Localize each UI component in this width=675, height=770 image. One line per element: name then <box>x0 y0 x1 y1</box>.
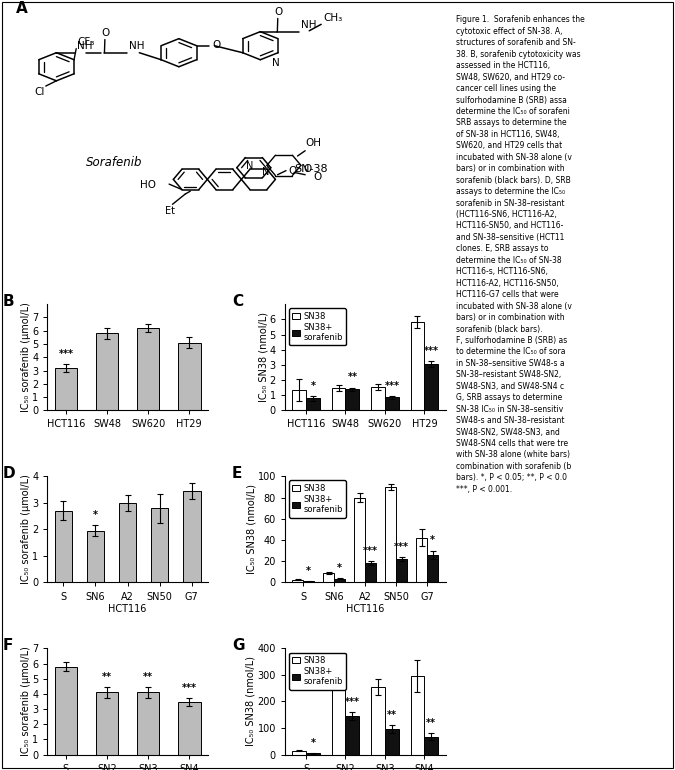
Legend: SN38, SN38+
sorafenib: SN38, SN38+ sorafenib <box>289 480 346 517</box>
Text: CH₃: CH₃ <box>323 13 342 23</box>
Text: G: G <box>232 638 244 653</box>
Text: **: ** <box>387 710 397 720</box>
Text: Cl: Cl <box>34 87 45 97</box>
Bar <box>137 328 159 410</box>
Text: NH: NH <box>129 42 144 52</box>
Bar <box>371 687 385 755</box>
Text: A: A <box>16 1 28 16</box>
Text: N: N <box>246 161 253 171</box>
Bar <box>365 564 376 582</box>
Text: *: * <box>93 510 98 520</box>
Bar <box>371 387 385 410</box>
Bar <box>410 676 425 755</box>
Text: B: B <box>2 293 14 309</box>
Y-axis label: IC₅₀ sorafenib (μmol/L): IC₅₀ sorafenib (μmol/L) <box>20 474 30 584</box>
X-axis label: HCT116: HCT116 <box>346 604 384 614</box>
Bar <box>183 490 200 582</box>
Bar <box>303 581 314 582</box>
Y-axis label: IC₅₀ SN38 (nmol/L): IC₅₀ SN38 (nmol/L) <box>246 657 256 746</box>
Bar <box>96 692 118 755</box>
Text: Sorafenib: Sorafenib <box>86 156 142 169</box>
Bar <box>385 729 399 755</box>
Text: ***: *** <box>363 546 378 556</box>
Text: *: * <box>310 738 315 748</box>
Text: ***: *** <box>394 541 409 551</box>
Text: **: ** <box>348 373 357 383</box>
Text: O: O <box>288 166 296 176</box>
Bar <box>119 503 136 582</box>
Text: HO: HO <box>140 180 157 190</box>
Bar <box>416 538 427 582</box>
Text: E: E <box>232 466 242 480</box>
Text: ***: *** <box>182 683 196 693</box>
Text: O: O <box>274 7 282 17</box>
Y-axis label: IC₅₀ SN38 (nmol/L): IC₅₀ SN38 (nmol/L) <box>246 484 256 574</box>
Text: N: N <box>272 58 279 68</box>
Text: O: O <box>101 28 109 38</box>
Legend: SN38, SN38+
sorafenib: SN38, SN38+ sorafenib <box>289 652 346 690</box>
Text: SN-38: SN-38 <box>294 164 328 174</box>
Bar <box>425 364 438 410</box>
Bar <box>306 753 320 755</box>
Text: Figure 1.  Sorafenib enhances the
cytotoxic effect of SN-38. A,
structures of so: Figure 1. Sorafenib enhances the cytotox… <box>456 15 585 494</box>
Bar <box>178 343 200 410</box>
Bar <box>410 323 425 410</box>
Text: *: * <box>337 563 342 573</box>
Bar <box>346 389 359 410</box>
Text: CF₃: CF₃ <box>77 38 95 48</box>
Text: D: D <box>2 466 15 480</box>
Y-axis label: IC₅₀ SN38 (nmol/L): IC₅₀ SN38 (nmol/L) <box>259 313 268 402</box>
Text: Et: Et <box>165 206 176 216</box>
Bar <box>151 508 169 582</box>
X-axis label: HCT116: HCT116 <box>109 604 146 614</box>
Text: **: ** <box>427 718 436 728</box>
Bar <box>55 368 77 410</box>
Y-axis label: IC₅₀ sorafenib (μmol/L): IC₅₀ sorafenib (μmol/L) <box>20 303 30 412</box>
Text: NH: NH <box>301 20 316 30</box>
Bar <box>292 751 306 755</box>
Bar <box>178 702 200 755</box>
Text: *: * <box>430 535 435 545</box>
Text: C: C <box>232 293 243 309</box>
Bar <box>331 387 346 410</box>
Text: ***: *** <box>345 697 360 707</box>
Text: NH: NH <box>77 42 92 52</box>
Bar <box>385 487 396 582</box>
Bar <box>86 531 104 582</box>
Text: *: * <box>306 566 311 576</box>
Bar <box>323 573 334 582</box>
Text: ***: *** <box>424 346 439 356</box>
Bar <box>346 716 359 755</box>
Bar <box>306 398 320 410</box>
Text: O: O <box>213 40 221 50</box>
Text: ***: *** <box>384 380 400 390</box>
Text: **: ** <box>143 671 153 681</box>
Bar <box>137 692 159 755</box>
Bar <box>396 559 407 582</box>
Bar <box>385 397 399 410</box>
Bar <box>334 579 345 582</box>
Bar <box>96 333 118 410</box>
Text: N: N <box>262 167 269 177</box>
Text: **: ** <box>102 671 112 681</box>
Text: OH: OH <box>305 138 321 148</box>
Bar <box>292 390 306 410</box>
Bar <box>331 672 346 755</box>
Text: F: F <box>2 638 13 653</box>
Bar <box>427 555 438 582</box>
Bar <box>425 737 438 755</box>
Text: O: O <box>314 172 322 182</box>
Text: ***: *** <box>58 349 74 359</box>
Text: *: * <box>310 380 315 390</box>
Text: O: O <box>303 164 311 174</box>
Y-axis label: IC₅₀ sorafenib (μmol/L): IC₅₀ sorafenib (μmol/L) <box>20 647 30 756</box>
Bar <box>354 497 365 582</box>
Legend: SN38, SN38+
sorafenib: SN38, SN38+ sorafenib <box>289 308 346 346</box>
Bar <box>292 580 303 582</box>
Bar <box>55 667 77 755</box>
Bar <box>55 511 72 582</box>
